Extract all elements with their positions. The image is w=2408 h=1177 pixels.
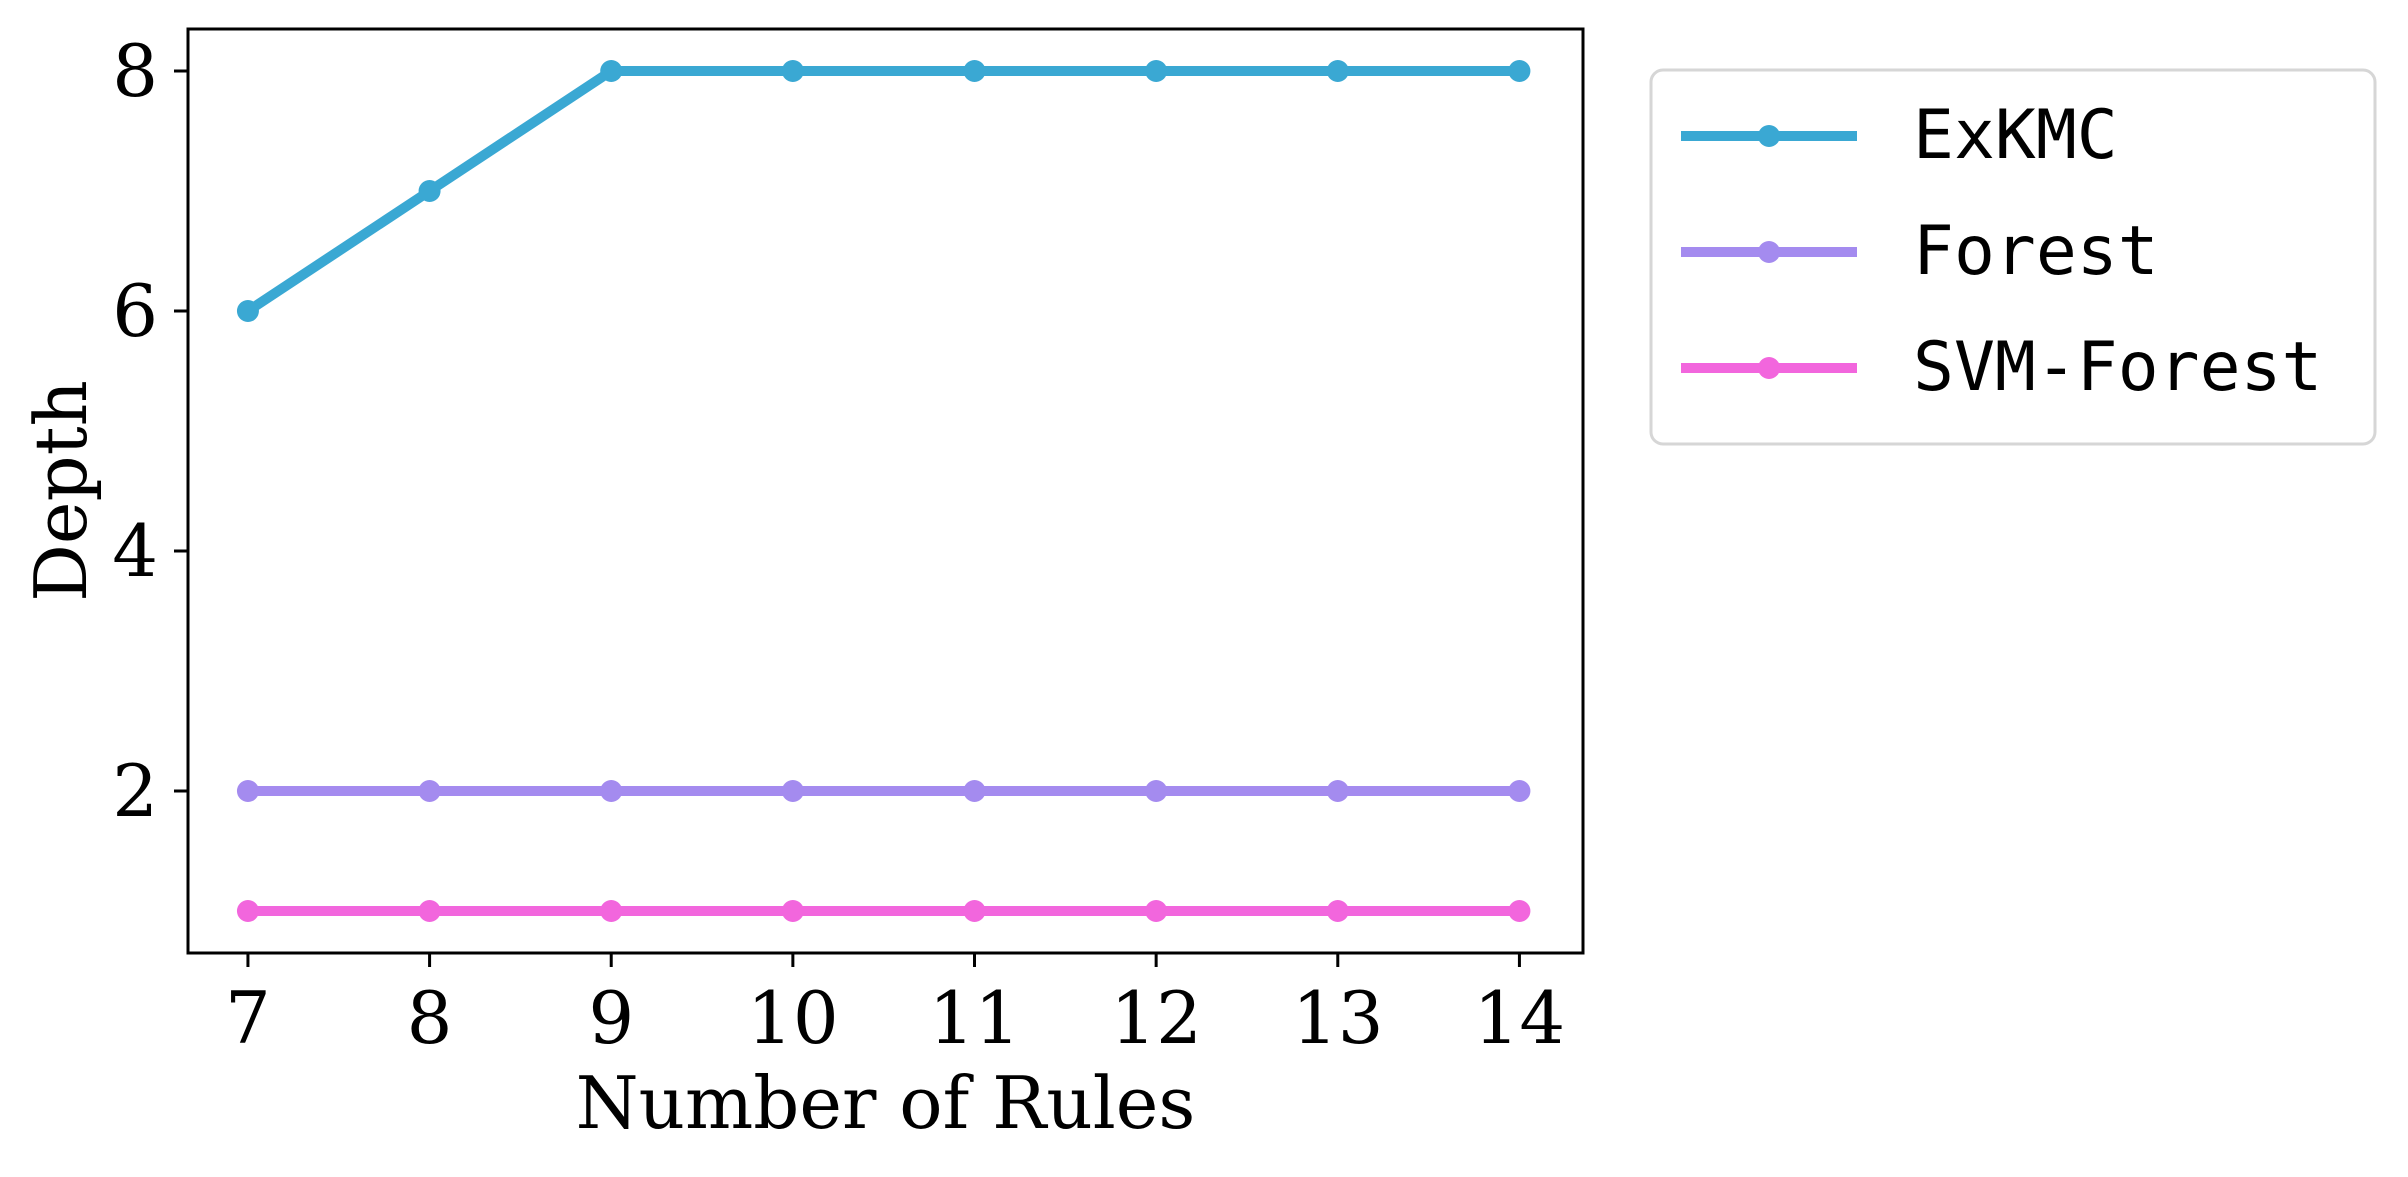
legend-swatch-marker [1758,125,1780,147]
data-point [963,60,986,82]
data-point [600,780,623,802]
data-point [236,300,259,322]
data-point [1326,60,1349,82]
y-tick-label: 4 [112,509,158,593]
legend-label: Forest [1913,212,2159,291]
data-point [1508,60,1531,82]
legend-swatch-marker [1758,241,1780,263]
legend-label: SVM-Forest [1913,328,2322,407]
legend-box [1649,68,2377,446]
y-axis: 2 4 6 8 [112,29,188,833]
data-point [1326,780,1349,802]
x-axis: 7 8 9 10 11 12 13 14 [225,953,1565,1060]
series-line [245,66,1520,316]
y-tick-label: 2 [112,749,158,833]
data-point [1508,900,1531,922]
data-point [963,780,986,802]
x-tick-label: 9 [588,976,634,1060]
data-point [1508,780,1531,802]
data-point [781,900,804,922]
data-point [781,60,804,82]
x-tick-label: 10 [747,976,839,1060]
legend-item-svm-forest: SVM-Forest [1681,328,2322,407]
y-axis-title: Depth [19,380,103,602]
data-point [418,780,441,802]
plot-frame [186,27,1585,955]
legend: ExKMC Forest SVM-Forest [1649,68,2377,446]
data-point [600,900,623,922]
series-svm-forest [236,900,1531,922]
legend-item-exkmc: ExKMC [1681,96,2118,175]
series-layer [236,60,1531,922]
data-point [963,900,986,922]
series-exkmc [236,60,1531,322]
y-tick-label: 8 [112,29,158,113]
y-tick-label: 6 [112,269,158,353]
x-tick-label: 11 [929,976,1021,1060]
x-tick-label: 13 [1292,976,1384,1060]
series-forest [236,780,1531,802]
legend-swatch-marker [1758,357,1780,379]
data-point [418,180,441,202]
data-point [781,780,804,802]
data-point [600,60,623,82]
x-tick-label: 8 [407,976,453,1060]
x-tick-label: 12 [1110,976,1202,1060]
plot-area [186,27,1585,955]
data-point [1145,60,1168,82]
data-point [1145,900,1168,922]
data-point [236,780,259,802]
data-point [1326,900,1349,922]
legend-item-forest: Forest [1681,212,2159,291]
x-tick-label: 14 [1474,976,1566,1060]
data-point [236,900,259,922]
data-point [1145,780,1168,802]
legend-label: ExKMC [1913,96,2118,175]
x-tick-label: 7 [225,976,271,1060]
x-axis-title: Number of Rules [576,1061,1196,1145]
data-point [418,900,441,922]
